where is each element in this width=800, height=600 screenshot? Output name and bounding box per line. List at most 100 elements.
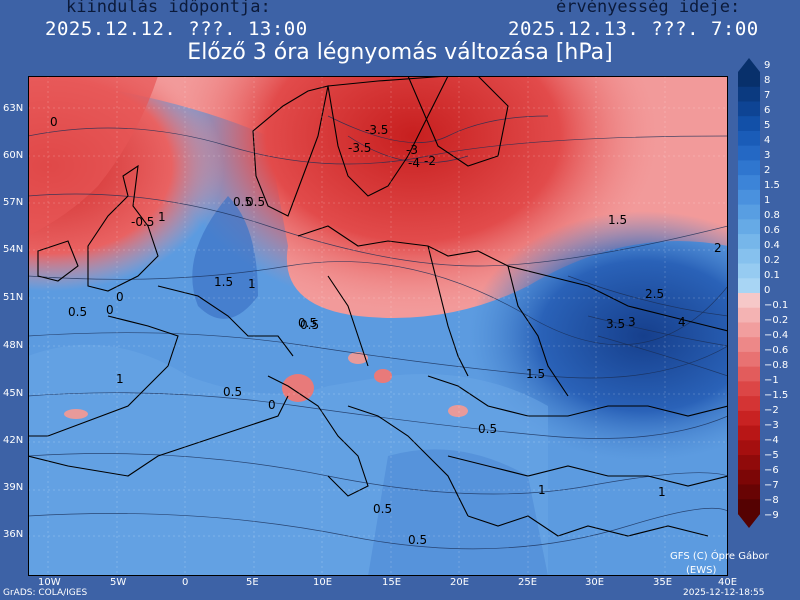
valid-time-value: 2025.12.13. ???. 7:00 xyxy=(508,18,759,40)
lon-label-15e: 15E xyxy=(382,577,402,588)
scale-cell xyxy=(738,307,760,323)
contour-label: 0 xyxy=(106,303,114,317)
contour-label: 2 xyxy=(714,241,722,255)
scale-cell xyxy=(738,175,760,191)
contour-label: 1.5 xyxy=(214,275,233,289)
scale-cell xyxy=(738,263,760,279)
contour-label: 0 xyxy=(268,398,276,412)
scale-label: 0 xyxy=(764,285,771,296)
lon-label-5w: 5W xyxy=(110,577,127,588)
contour-label: 0.5 xyxy=(246,195,265,209)
scale-label: −0.4 xyxy=(764,330,789,341)
contour-label: 0.5 xyxy=(68,305,87,319)
lon-label-5e: 5E xyxy=(246,577,259,588)
lat-label-54n: 54N xyxy=(3,244,24,255)
contour-label: 0 xyxy=(50,115,58,129)
scale-label: −0.8 xyxy=(764,360,789,371)
scale-cell xyxy=(738,322,760,338)
scale-cell xyxy=(738,116,760,132)
scale-label: −0.1 xyxy=(764,300,789,311)
scale-label: −1 xyxy=(764,375,779,386)
contour-label: 0.5 xyxy=(300,318,319,332)
init-time-value: 2025.12.12. ???. 13:00 xyxy=(45,18,308,40)
scale-cell xyxy=(738,160,760,176)
scale-label: 7 xyxy=(764,90,771,101)
contour-label: 0.5 xyxy=(373,502,392,516)
contour-label: 0.5 xyxy=(408,533,427,547)
scale-label: 9 xyxy=(764,60,771,71)
contour-label: -3.5 xyxy=(365,123,388,137)
lon-label-10e: 10E xyxy=(313,577,333,588)
contour-label: 2.5 xyxy=(645,287,664,301)
scale-cell xyxy=(738,440,760,456)
lon-label-20e: 20E xyxy=(450,577,470,588)
contour-label: 3.5 xyxy=(606,317,625,331)
contour-label: 1 xyxy=(158,210,166,224)
scale-cell xyxy=(738,425,760,441)
contour-label: 4 xyxy=(678,315,686,329)
lat-label-51n: 51N xyxy=(3,292,24,303)
scale-label: 0.1 xyxy=(764,270,780,281)
contour-label: -4 xyxy=(408,156,420,170)
scale-cell xyxy=(738,130,760,147)
contour-label: -2 xyxy=(424,154,436,168)
scale-label: −5 xyxy=(764,450,779,461)
scale-label: −2 xyxy=(764,405,779,416)
contour-label: 1 xyxy=(658,485,666,499)
contour-label: 0.5 xyxy=(233,195,252,209)
contour-label: 0.5 xyxy=(478,422,497,436)
pressure-change-map: 0-0.50.500.511.51.522.533.5 40.50.51 1.510… xyxy=(28,76,728,576)
scale-label: 0.4 xyxy=(764,240,780,251)
scale-cell xyxy=(738,469,760,486)
scale-cell xyxy=(738,101,760,117)
contour-label: 0.5 xyxy=(298,316,317,330)
contour-label: 1.5 xyxy=(526,367,545,381)
contour-label: 1 xyxy=(116,372,124,386)
contour-label: -0.5 xyxy=(131,215,154,229)
footer-timestamp: 2025-12-12-18:55 xyxy=(683,588,765,598)
scale-cell xyxy=(738,219,760,235)
contour-label: 3 xyxy=(628,315,636,329)
contour-label: 0 xyxy=(116,290,124,304)
scale-cell xyxy=(738,293,760,309)
scale-label: 8 xyxy=(764,75,771,86)
scale-cell xyxy=(738,484,760,500)
scale-label: 4 xyxy=(764,135,771,146)
init-time-label: kiindulás időpontja: xyxy=(66,0,271,17)
credit-line-2: (EWS) xyxy=(686,565,717,576)
contour-label: 1 xyxy=(538,483,546,497)
scale-label: 3 xyxy=(764,150,771,161)
scale-label: −4 xyxy=(764,435,779,446)
contour-label: 1.5 xyxy=(608,213,627,227)
scale-cell xyxy=(738,234,760,250)
scale-label: 0.2 xyxy=(764,255,780,266)
scale-label: 0.6 xyxy=(764,225,780,236)
valid-time-label: érvényesség ideje: xyxy=(556,0,741,17)
scale-label: −0.6 xyxy=(764,345,789,356)
map-title: Előző 3 óra légnyomás változása [hPa] xyxy=(187,40,613,65)
scale-cell xyxy=(738,72,760,88)
lon-label-0: 0 xyxy=(182,577,189,588)
scale-cell xyxy=(738,278,760,294)
scale-cell xyxy=(738,145,760,161)
scale-label: −6 xyxy=(764,465,779,476)
scale-cell xyxy=(738,337,760,353)
scale-label: 0.8 xyxy=(764,210,780,221)
scale-cell xyxy=(738,455,760,471)
scale-cell xyxy=(738,204,760,220)
scale-cell xyxy=(738,396,760,412)
scale-label: −1.5 xyxy=(764,390,789,401)
lon-label-25e: 25E xyxy=(518,577,538,588)
contour-label: -3 xyxy=(406,143,418,157)
footer-software: GrADS: COLA/IGES xyxy=(3,588,88,598)
scale-cell xyxy=(738,86,760,102)
scale-cell xyxy=(738,189,760,206)
scale-cell xyxy=(738,351,760,368)
lat-label-36n: 36N xyxy=(3,529,24,540)
scale-cell xyxy=(738,248,760,265)
scale-arrow-down xyxy=(738,514,760,528)
scale-label: −9 xyxy=(764,510,779,521)
scale-cell xyxy=(738,499,760,515)
contour-label: 0.5 xyxy=(223,385,242,399)
scale-label: 5 xyxy=(764,120,771,131)
